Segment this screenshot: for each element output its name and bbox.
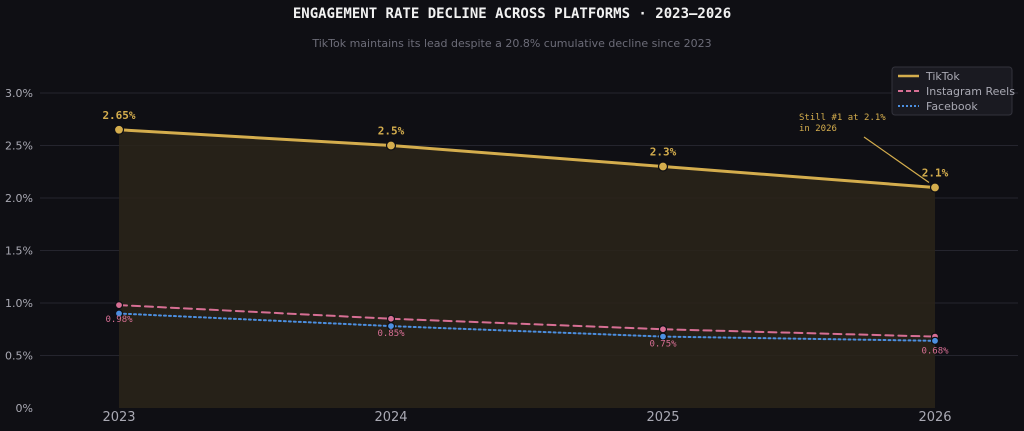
- facebook-point: [386, 322, 396, 331]
- facebook-point: [114, 309, 124, 318]
- y-tick-label: 0.5%: [5, 350, 33, 363]
- tiktok-data-label: 2.3%: [650, 146, 677, 159]
- tiktok-area-fill: [119, 129, 935, 408]
- instagram-reels-point: [386, 314, 396, 323]
- series-layer: [117, 128, 937, 342]
- x-tick-label: 2023: [102, 410, 135, 425]
- annotation-text: in 2026: [799, 124, 837, 134]
- annotation-text: Still #1 at 2.1%: [799, 113, 886, 123]
- annotation-arrow: [863, 136, 930, 183]
- marker-layer: [113, 124, 941, 345]
- tiktok-data-label: 2.1%: [922, 167, 949, 180]
- tiktok-data-label: 2.65%: [102, 109, 135, 122]
- chart-title: ENGAGEMENT RATE DECLINE ACROSS PLATFORMS…: [293, 6, 731, 22]
- data-label-layer: 2.65% 2.5% 2.3% 2.1% 0.98% 0.85% 0.75% 0.68%: [102, 109, 949, 357]
- annotation-layer: Still #1 at 2.1%in 2026: [799, 113, 930, 183]
- y-tick-label: 2.5%: [5, 140, 33, 153]
- y-tick-label: 0%: [16, 402, 33, 415]
- x-tick-label: 2026: [918, 410, 951, 425]
- instagram-reels-data-label: 0.98%: [105, 315, 133, 325]
- legend-label: Facebook: [926, 100, 978, 113]
- tiktok-data-label: 2.5%: [378, 125, 405, 138]
- x-tick-label: 2024: [374, 410, 407, 425]
- tiktok-point: [385, 140, 397, 151]
- tiktok-point: [113, 124, 125, 135]
- y-tick-label: 3.0%: [5, 87, 33, 100]
- legend-label: Instagram Reels: [926, 85, 1015, 98]
- area-layer: [119, 129, 935, 408]
- instagram-reels-data-label: 0.85%: [377, 329, 405, 339]
- chart-subtitle: TikTok maintains its lead despite a 20.8…: [311, 37, 711, 50]
- legend: TikTok Instagram Reels Facebook: [891, 66, 1015, 116]
- y-tick-label: 2.0%: [5, 192, 33, 205]
- facebook-point: [930, 336, 940, 345]
- tiktok-point: [929, 182, 941, 193]
- instagram-reels-line: [118, 304, 936, 338]
- instagram-reels-data-label: 0.75%: [649, 339, 677, 349]
- facebook-point: [658, 332, 668, 341]
- y-tick-label: 1.5%: [5, 245, 33, 258]
- instagram-reels-point: [658, 325, 668, 334]
- instagram-reels-point: [114, 301, 124, 310]
- y-tick-label: 1.0%: [5, 297, 33, 310]
- legend-box: [891, 66, 1013, 116]
- legend-label: TikTok: [925, 70, 960, 83]
- instagram-reels-data-label: 0.68%: [921, 347, 949, 357]
- tiktok-point: [657, 161, 669, 172]
- facebook-line: [118, 312, 936, 342]
- axis-layer: 0% 0.5% 1.0% 1.5% 2.0% 2.5% 3.0% 2023 2024 2025 20…: [5, 87, 952, 425]
- tiktok-line: [117, 128, 937, 189]
- x-tick-label: 2025: [646, 410, 679, 425]
